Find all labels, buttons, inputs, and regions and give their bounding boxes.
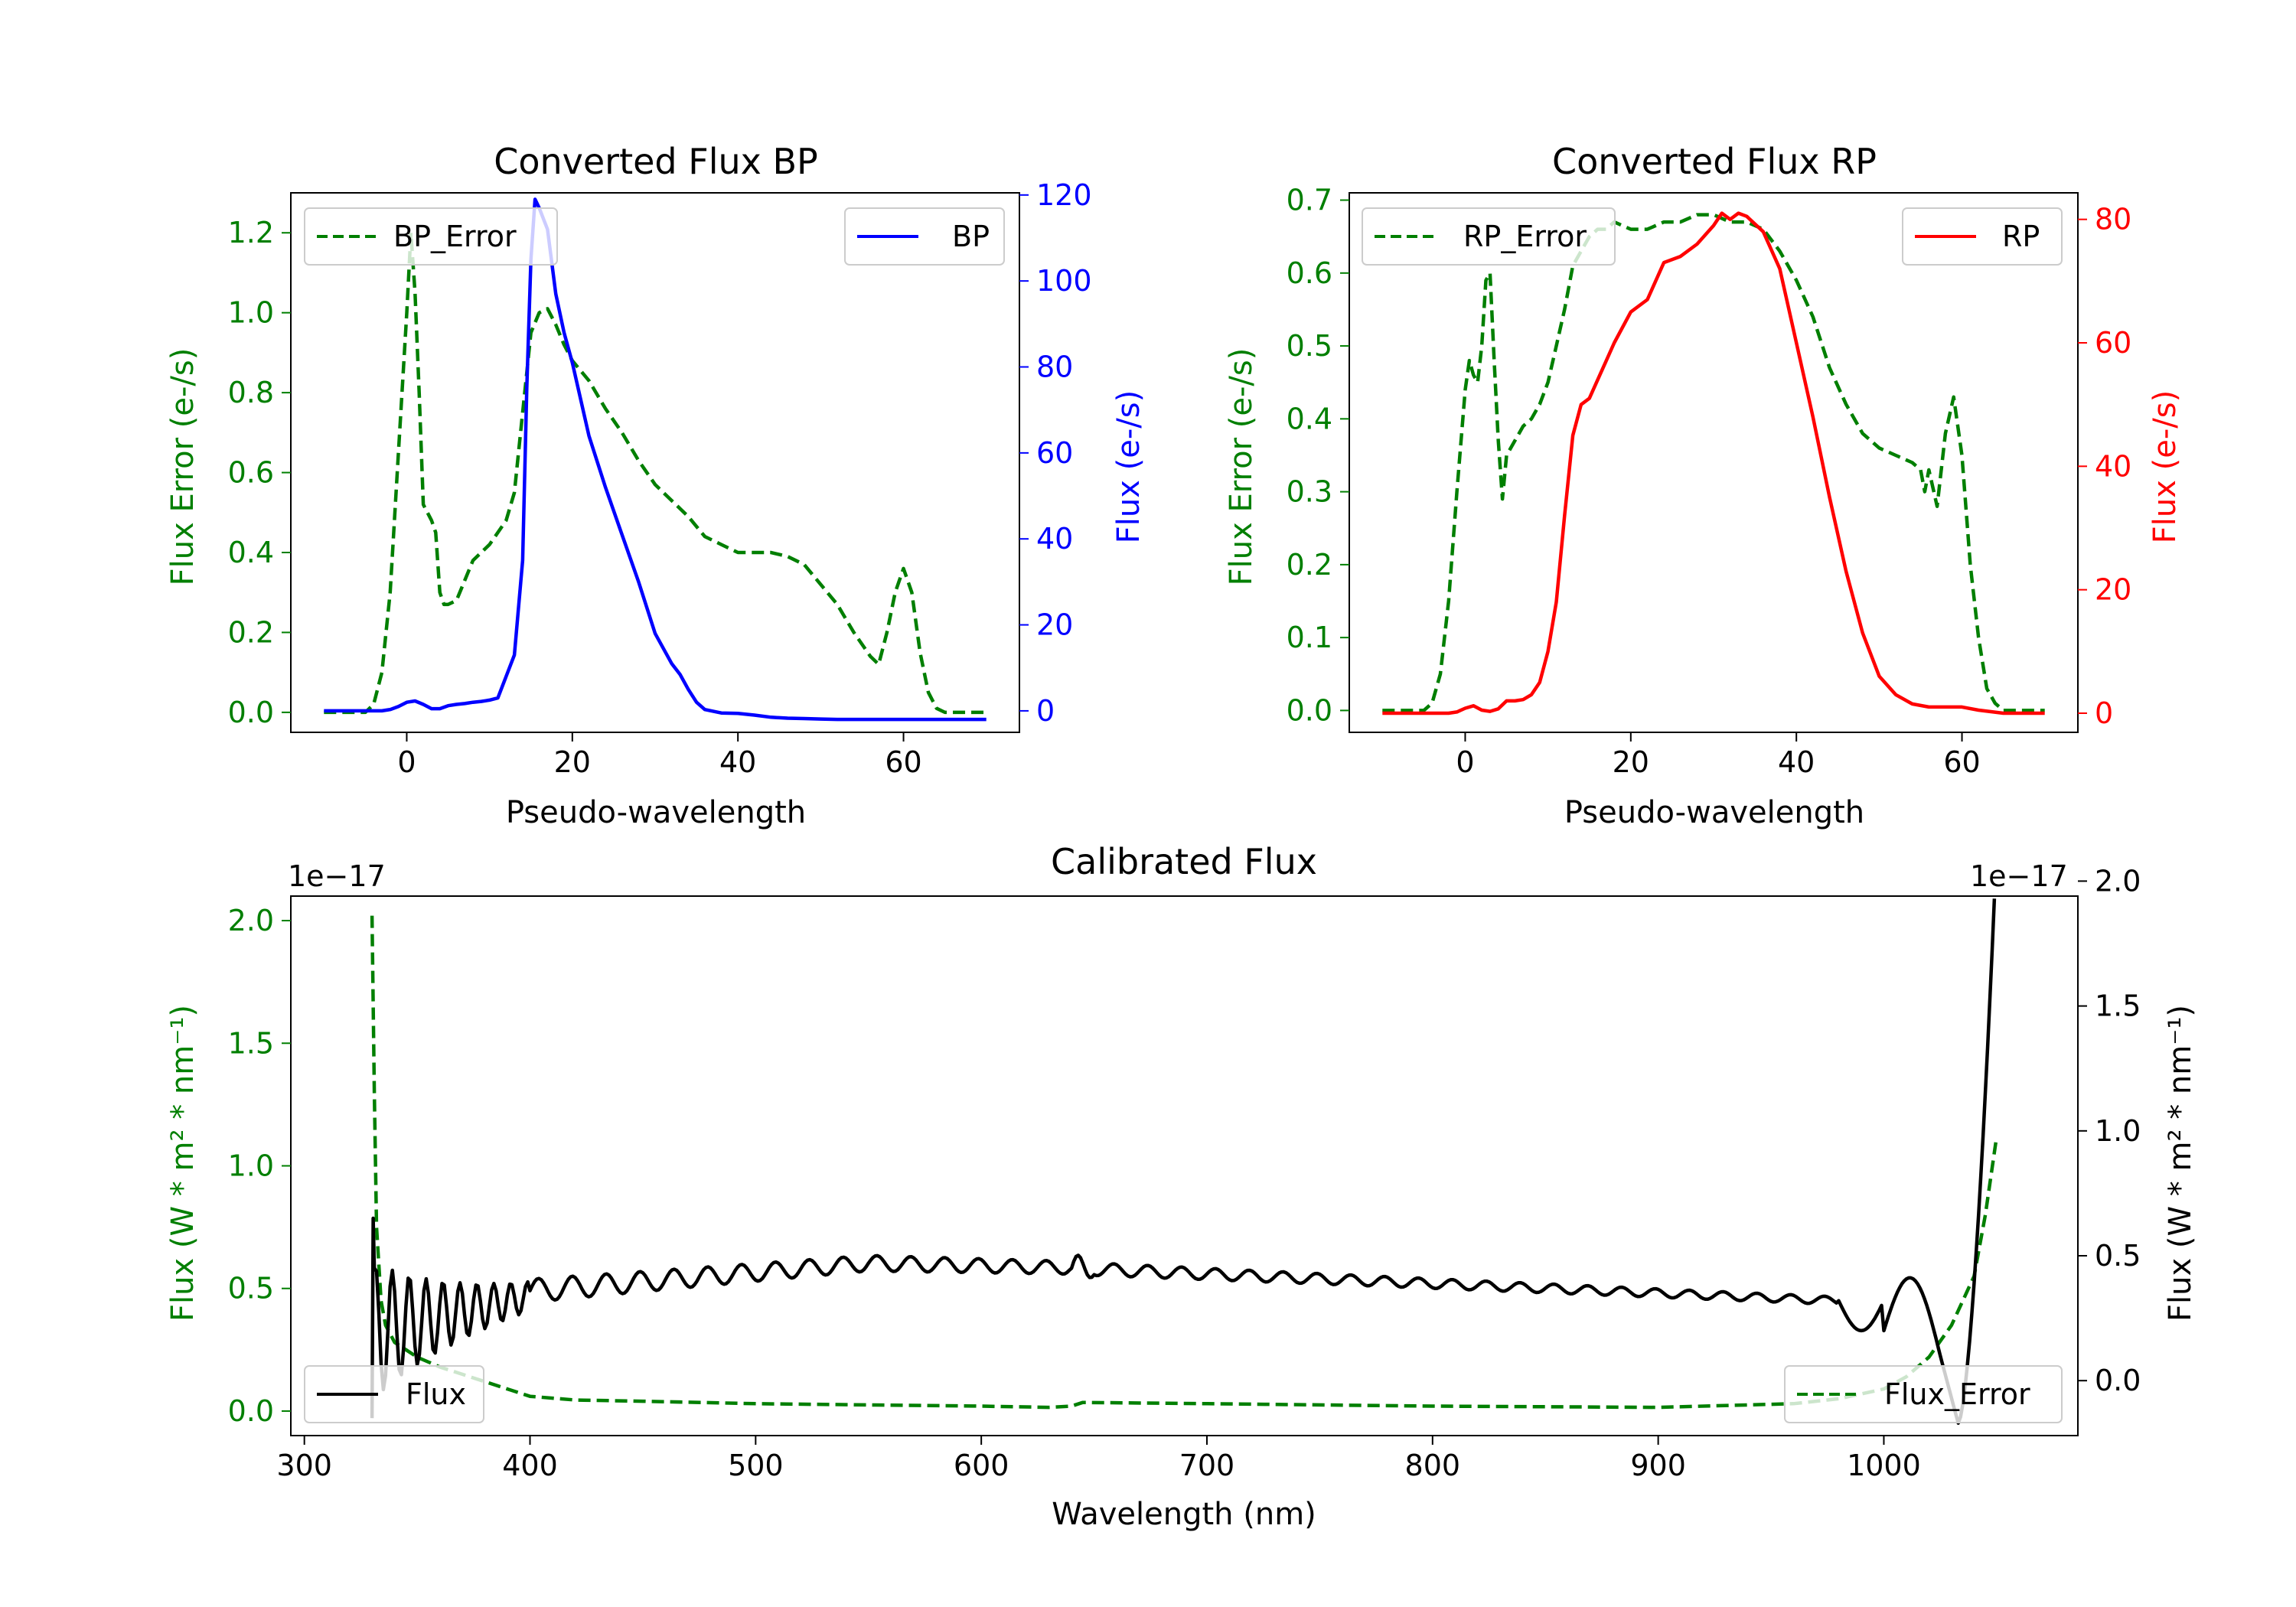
rp-title: Converted Flux RP	[1552, 141, 1877, 182]
cal-title: Calibrated Flux	[1051, 841, 1317, 882]
rp-ytick-left-label: 0.3	[1287, 475, 1332, 509]
rp-xtick-label: 20	[1613, 745, 1649, 779]
cal-xtick-label: 700	[1179, 1449, 1235, 1482]
rp-ytick-left-label: 0.7	[1287, 184, 1332, 217]
bp-title: Converted Flux BP	[494, 141, 818, 182]
cal-offset-left: 1e−17	[288, 859, 386, 893]
bp-ylabel-left: Flux Error (e-/s)	[165, 348, 201, 586]
rp-series-rp	[1382, 211, 2045, 715]
cal-legend-right: Flux_Error	[1784, 1365, 2063, 1423]
cal-axes-frame	[290, 895, 2079, 1436]
bp-ytick-right-label: 0	[1036, 694, 1055, 728]
bp-legend-error-label: BP_Error	[393, 220, 517, 253]
rp-ytick-left-label: 0.0	[1287, 693, 1332, 727]
bp-ytick-left-label: 0.2	[228, 615, 274, 649]
cal-ytick-left-label: 1.5	[228, 1026, 274, 1060]
rp-legend-flux-label: RP	[2002, 220, 2040, 253]
bp-ytick-left-label: 0.6	[228, 456, 274, 490]
bp-panel: Converted Flux BP Pseudo-wavelength Flux…	[165, 141, 1146, 830]
bp-legend-flux-label: BP	[952, 220, 990, 253]
bp-legend-left: BP_Error	[304, 207, 558, 266]
rp-ytick-left-label: 0.2	[1287, 548, 1332, 582]
cal-legend-flux-label: Flux	[406, 1377, 466, 1411]
cal-ytick-left-label: 0.5	[228, 1272, 274, 1305]
bp-ytick-left-label: 0.0	[228, 696, 274, 729]
bp-xtick-label: 40	[719, 745, 756, 779]
cal-xtick-label: 1000	[1847, 1449, 1921, 1482]
cal-ytick-right-label: 1.5	[2095, 989, 2141, 1023]
rp-ytick-right-label: 0	[2095, 696, 2113, 730]
bp-ytick-right-label: 20	[1036, 608, 1073, 642]
cal-plot-area	[370, 898, 1999, 1425]
rp-ytick-right-label: 20	[2095, 573, 2131, 607]
bp-legend-right: BP	[844, 207, 1005, 266]
cal-xtick-label: 900	[1630, 1449, 1686, 1482]
rp-legend-error-label: RP_Error	[1463, 220, 1587, 253]
bp-ytick-right-label: 60	[1036, 436, 1073, 470]
cal-ytick-left-label: 1.0	[228, 1149, 274, 1183]
bp-plot-area	[324, 197, 987, 722]
cal-ytick-right-label: 0.5	[2095, 1239, 2141, 1273]
rp-ytick-left-label: 0.1	[1287, 621, 1332, 654]
bp-ytick-right-label: 80	[1036, 350, 1073, 384]
bp-xlabel: Pseudo-wavelength	[506, 795, 806, 830]
bp-ytick-left-label: 1.0	[228, 296, 274, 330]
cal-xtick-label: 500	[728, 1449, 784, 1482]
calibrated-panel: Calibrated Flux Wavelength (nm) Flux (W …	[165, 841, 2198, 1532]
bp-xtick-label: 20	[554, 745, 591, 779]
rp-ylabel-left: Flux Error (e-/s)	[1224, 348, 1259, 586]
rp-xtick-label: 60	[1943, 745, 1980, 779]
cal-ytick-right-label: 2.0	[2095, 864, 2141, 898]
rp-ytick-left-label: 0.4	[1287, 402, 1332, 435]
cal-ytick-right-label: 0.0	[2095, 1364, 2141, 1397]
cal-ytick-left-label: 2.0	[228, 904, 274, 937]
cal-xtick-label: 300	[276, 1449, 332, 1482]
cal-series-flux	[370, 898, 1997, 1425]
bp-ytick-right-label: 100	[1036, 264, 1092, 298]
cal-ylabel-right: Flux (W * m² * nm⁻¹)	[2163, 1005, 2198, 1322]
cal-ytick-left-label: 0.0	[228, 1394, 274, 1428]
bp-ytick-left-label: 0.8	[228, 376, 274, 409]
cal-legend-error-label: Flux_Error	[1884, 1377, 2030, 1411]
bp-ytick-left-label: 1.2	[228, 216, 274, 249]
cal-offset-right: 1e−17	[1970, 859, 2068, 893]
rp-ytick-left-label: 0.6	[1287, 256, 1332, 290]
rp-axes-frame	[1349, 192, 2079, 733]
bp-series-bp-error	[324, 230, 987, 715]
cal-xtick-label: 600	[954, 1449, 1009, 1482]
bp-ylabel-right: Flux (e-/s)	[1111, 390, 1146, 543]
rp-ytick-right-label: 40	[2095, 449, 2131, 483]
bp-ytick-right-label: 40	[1036, 522, 1073, 556]
rp-ylabel-right: Flux (e-/s)	[2148, 390, 2183, 543]
cal-series-flux-error	[370, 915, 1999, 1410]
cal-xlabel: Wavelength (nm)	[1052, 1497, 1316, 1532]
rp-series-rp-error	[1382, 213, 2045, 712]
rp-panel: Converted Flux RP Pseudo-wavelength Flux…	[1224, 141, 2183, 830]
rp-ytick-left-label: 0.5	[1287, 329, 1332, 363]
cal-ytick-right-label: 1.0	[2095, 1114, 2141, 1148]
bp-xtick-label: 0	[397, 745, 416, 779]
rp-plot-area	[1382, 211, 2045, 715]
bp-axes-frame	[290, 192, 1020, 733]
bp-xtick-label: 60	[885, 745, 921, 779]
rp-ytick-right-label: 80	[2095, 203, 2131, 236]
cal-legend-left: Flux	[304, 1365, 484, 1423]
rp-xtick-label: 40	[1778, 745, 1815, 779]
rp-legend-left: RP_Error	[1362, 207, 1616, 266]
cal-xtick-label: 400	[502, 1449, 558, 1482]
cal-xtick-label: 800	[1405, 1449, 1461, 1482]
rp-xlabel: Pseudo-wavelength	[1564, 795, 1864, 830]
bp-ytick-left-label: 0.4	[228, 536, 274, 569]
rp-legend-right: RP	[1902, 207, 2063, 266]
bp-ytick-right-label: 120	[1036, 178, 1092, 212]
rp-ytick-right-label: 60	[2095, 326, 2131, 360]
rp-xtick-label: 0	[1456, 745, 1474, 779]
cal-ylabel-left: Flux (W * m² * nm⁻¹)	[165, 1005, 201, 1322]
